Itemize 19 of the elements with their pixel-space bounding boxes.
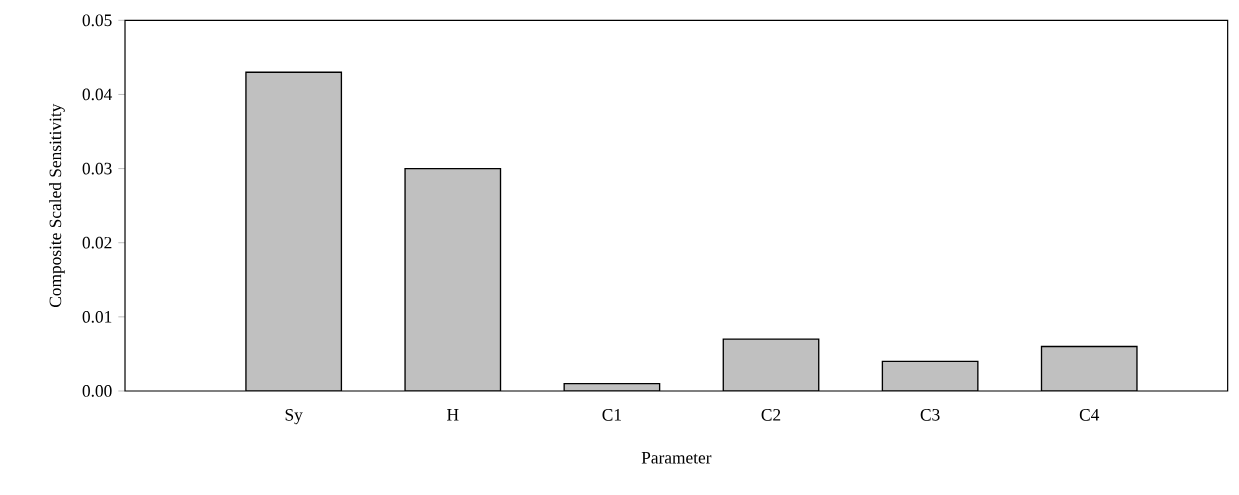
bar (245, 72, 342, 391)
x-tick-label: C2 (761, 409, 781, 421)
y-tick-label: 0.03 (82, 162, 112, 175)
x-tick-label: H (447, 409, 459, 421)
y-tick-label: 0.01 (82, 310, 112, 323)
y-tick-label: 0.00 (82, 385, 112, 397)
bar (404, 167, 502, 391)
x-tick-label: Sy (285, 409, 303, 425)
bar (722, 338, 820, 391)
x-tick-label: C4 (1079, 409, 1100, 421)
bar (1040, 345, 1138, 391)
y-tick-label: 0.04 (82, 88, 113, 101)
x-tick-label: C1 (602, 409, 621, 421)
bar (881, 360, 979, 391)
y-axis-title: Composite Scaled Sensitivity (49, 103, 65, 308)
x-tick-label: C3 (920, 409, 940, 421)
x-axis-title: Parameter (641, 452, 712, 464)
y-tick-label: 0.02 (82, 236, 112, 249)
y-tick-label: 0.05 (82, 14, 112, 27)
